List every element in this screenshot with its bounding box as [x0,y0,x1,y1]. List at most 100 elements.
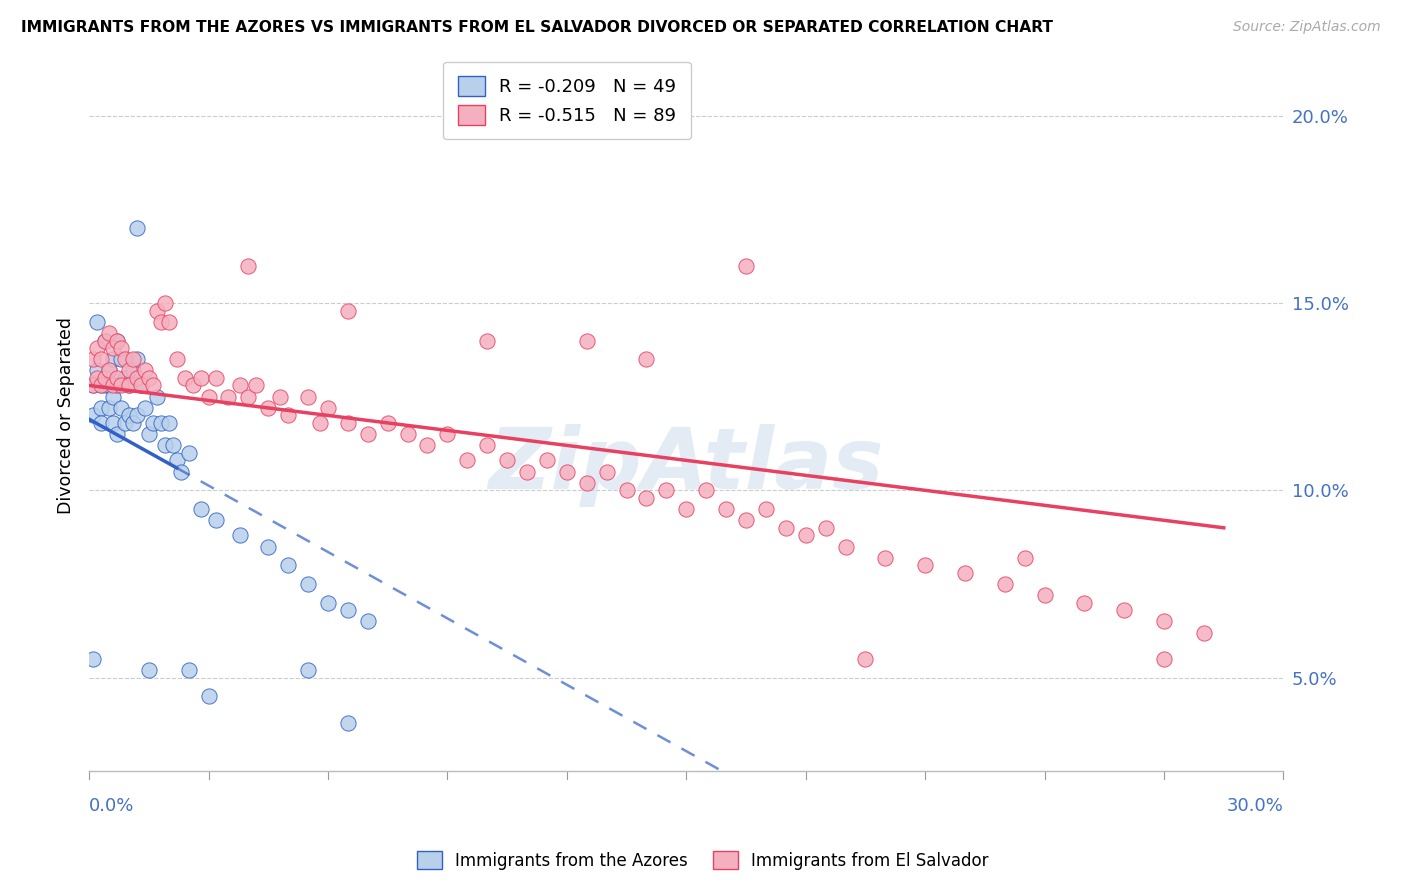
Point [735,513,758,527]
Point [110,341,132,355]
Point [377,416,399,430]
Point [229,378,252,392]
Point [82,652,104,666]
Point [595,465,617,479]
Point [114,416,136,430]
Point [101,390,124,404]
Point [86,315,108,329]
Point [134,363,156,377]
Point [86,371,108,385]
Point [173,371,195,385]
Point [316,596,339,610]
Point [1153,652,1175,666]
Point [814,521,837,535]
Point [238,390,260,404]
Point [496,453,519,467]
Point [477,334,499,348]
Point [86,341,108,355]
Point [118,378,141,392]
Point [636,491,658,505]
Text: 0.0%: 0.0% [89,797,135,815]
Point [277,558,299,573]
Point [125,409,148,423]
Point [94,334,117,348]
Point [125,371,148,385]
Point [953,566,976,580]
Point [94,378,117,392]
Point [205,513,228,527]
Point [121,363,143,377]
Point [98,363,121,377]
Point [217,390,239,404]
Point [297,663,319,677]
Point [118,409,141,423]
Point [714,502,737,516]
Point [105,378,128,392]
Point [114,371,136,385]
Point [436,427,458,442]
Point [336,303,359,318]
Point [1073,596,1095,610]
Point [794,528,817,542]
Point [142,378,165,392]
Point [129,378,152,392]
Point [105,334,128,348]
Point [86,363,108,377]
Point [90,378,112,392]
Point [166,352,188,367]
Point [90,352,112,367]
Y-axis label: Divorced or Separated: Divorced or Separated [58,317,75,514]
Point [257,401,280,415]
Point [636,352,658,367]
Point [775,521,797,535]
Point [153,296,176,310]
Point [98,363,121,377]
Point [735,259,758,273]
Point [834,540,856,554]
Point [257,540,280,554]
Point [105,334,128,348]
Point [101,352,124,367]
Point [110,378,132,392]
Point [110,352,132,367]
Point [245,378,267,392]
Point [575,475,598,490]
Point [101,416,124,430]
Point [396,427,419,442]
Point [1192,625,1215,640]
Point [98,378,121,392]
Legend: R = -0.209   N = 49, R = -0.515   N = 89: R = -0.209 N = 49, R = -0.515 N = 89 [443,62,690,139]
Point [238,259,260,273]
Point [125,352,148,367]
Point [138,663,160,677]
Point [190,371,212,385]
Point [229,528,252,542]
Point [357,427,380,442]
Point [114,352,136,367]
Point [105,427,128,442]
Point [121,416,143,430]
Point [675,502,697,516]
Point [90,378,112,392]
Text: ZipAtlas: ZipAtlas [488,424,884,507]
Point [336,416,359,430]
Point [477,438,499,452]
Point [162,438,184,452]
Point [555,465,578,479]
Point [121,352,143,367]
Point [695,483,717,498]
Point [118,378,141,392]
Point [153,438,176,452]
Point [110,401,132,415]
Point [169,465,191,479]
Point [336,603,359,617]
Point [129,378,152,392]
Point [125,221,148,235]
Point [297,390,319,404]
Point [142,416,165,430]
Point [138,371,160,385]
Point [855,652,877,666]
Point [456,453,478,467]
Point [1014,550,1036,565]
Text: Source: ZipAtlas.com: Source: ZipAtlas.com [1233,20,1381,34]
